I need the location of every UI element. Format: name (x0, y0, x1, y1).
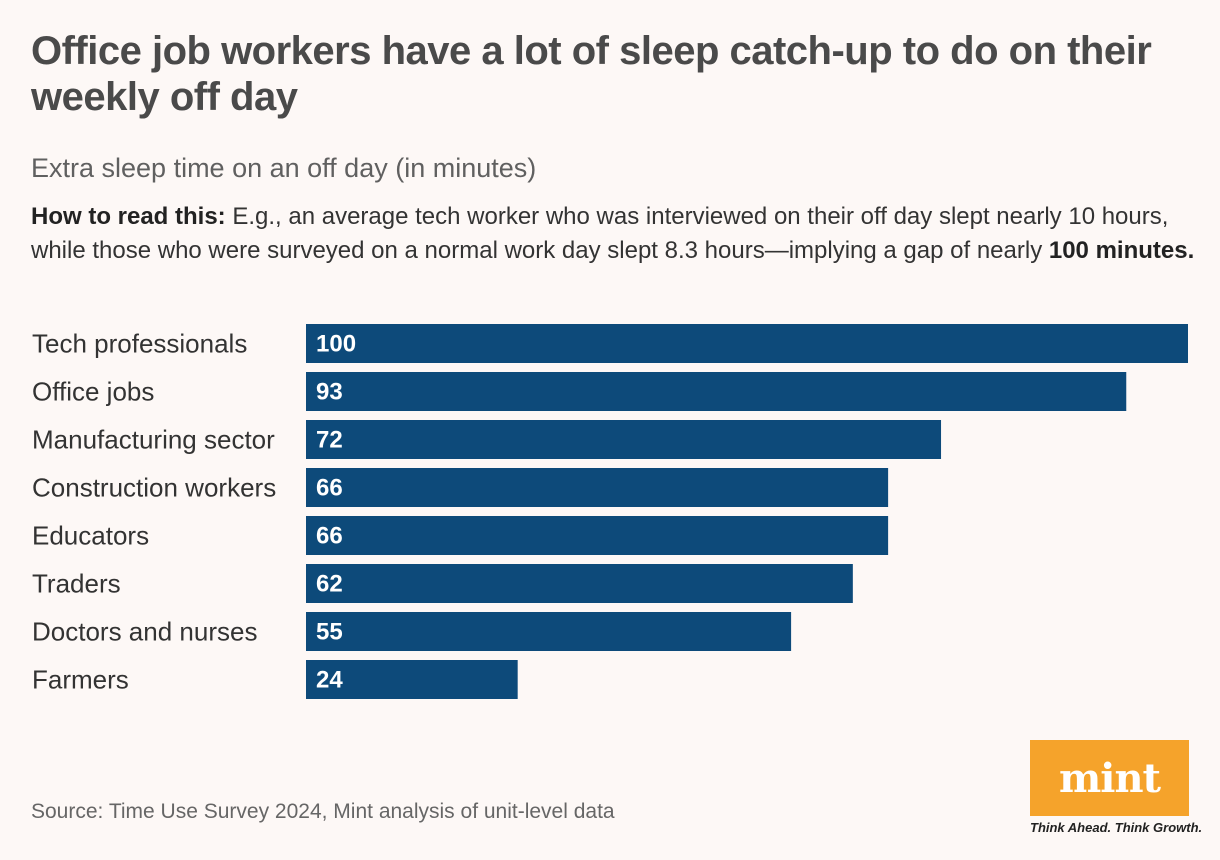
category-label-doctors-and-nurses: Doctors and nurses (32, 617, 257, 647)
category-label-educators: Educators (32, 521, 149, 551)
bar-tech-professionals (306, 324, 1188, 363)
source-note: Source: Time Use Survey 2024, Mint analy… (31, 800, 615, 823)
mint-logo-tagline: Think Ahead. Think Growth. (1030, 820, 1203, 835)
bar-office-jobs (306, 372, 1127, 411)
bar-manufacturing-sector (306, 420, 942, 459)
value-label-tech-professionals: 100 (316, 331, 356, 358)
bar-doctors-and-nurses (306, 612, 792, 651)
category-label-farmers: Farmers (32, 665, 129, 695)
how-to-read-emphasis: 100 minutes. (1048, 237, 1195, 264)
chart-subtitle: Extra sleep time on an off day (in minut… (31, 153, 537, 183)
mint-logo: mint Think Ahead. Think Growth. (1030, 740, 1202, 835)
value-label-doctors-and-nurses: 55 (316, 619, 343, 646)
bar-traders (306, 564, 853, 603)
bar-farmers (306, 660, 518, 699)
how-to-read-note: How to read this: E.g., an average tech … (31, 200, 1196, 268)
bar-chart: Tech professionals 100 Office jobs 93 Manufa… (32, 324, 1188, 699)
value-label-manufacturing-sector: 72 (316, 427, 343, 454)
chart-title: Office job workers have a lot of sleep c… (31, 29, 1152, 119)
bar-educators (306, 516, 889, 555)
how-to-read-body: E.g., an average tech worker who was int… (31, 203, 1169, 264)
mint-logo-mark: mint (1030, 740, 1189, 816)
value-label-office-jobs: 93 (316, 379, 343, 406)
value-label-traders: 62 (316, 571, 343, 598)
bar-construction-workers (306, 468, 889, 507)
how-to-read-lead: How to read this: (31, 203, 226, 230)
category-label-traders: Traders (32, 569, 121, 599)
value-label-educators: 66 (316, 523, 343, 550)
category-label-office-jobs: Office jobs (32, 377, 154, 407)
category-label-manufacturing-sector: Manufacturing sector (32, 425, 275, 455)
category-label-tech-professionals: Tech professionals (32, 329, 247, 359)
category-label-construction-workers: Construction workers (32, 473, 276, 503)
value-label-farmers: 24 (316, 667, 343, 694)
value-label-construction-workers: 66 (316, 475, 343, 502)
